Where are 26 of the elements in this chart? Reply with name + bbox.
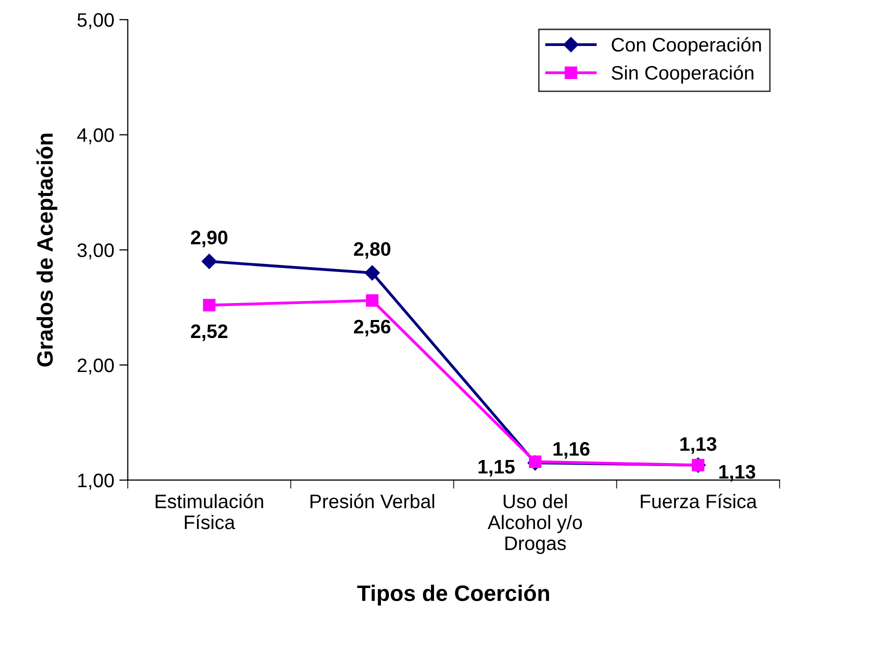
data-label: 2,56 <box>354 320 390 336</box>
data-label: 1,13 <box>719 464 756 482</box>
legend-label: Con Cooperación <box>612 37 761 56</box>
point <box>202 298 216 312</box>
y-tick-label: 1,00 <box>78 474 114 490</box>
x-tick-label: Fuerza Física <box>640 494 758 508</box>
x-axis-title: Tipos de Coerción <box>357 584 550 606</box>
x-tick-label: Estimulación Física <box>156 494 264 530</box>
y-tick-label: 4,00 <box>77 128 114 144</box>
y-tick-label: 3,00 <box>77 243 114 260</box>
data-label: 1,16 <box>554 442 590 459</box>
point <box>528 455 542 468</box>
data-label: 1,13 <box>680 437 716 454</box>
legend-label: Sin Cooperación <box>612 65 754 84</box>
x-tick-label: Presión Verbal <box>310 494 434 508</box>
data-label: 1,15 <box>478 460 515 476</box>
y-tick-label: 5,00 <box>77 13 114 30</box>
point <box>202 254 217 269</box>
y-axis-title: Grados de Aceptación <box>36 134 58 366</box>
point <box>366 294 378 307</box>
data-label: 2,52 <box>190 324 228 341</box>
x-tick-label: Uso del Alcohol y/o Drogas <box>488 494 582 554</box>
data-label: 2,80 <box>354 242 390 259</box>
data-label: 2,90 <box>190 230 228 248</box>
y-tick-label: 2,00 <box>78 358 114 375</box>
point <box>364 265 380 280</box>
